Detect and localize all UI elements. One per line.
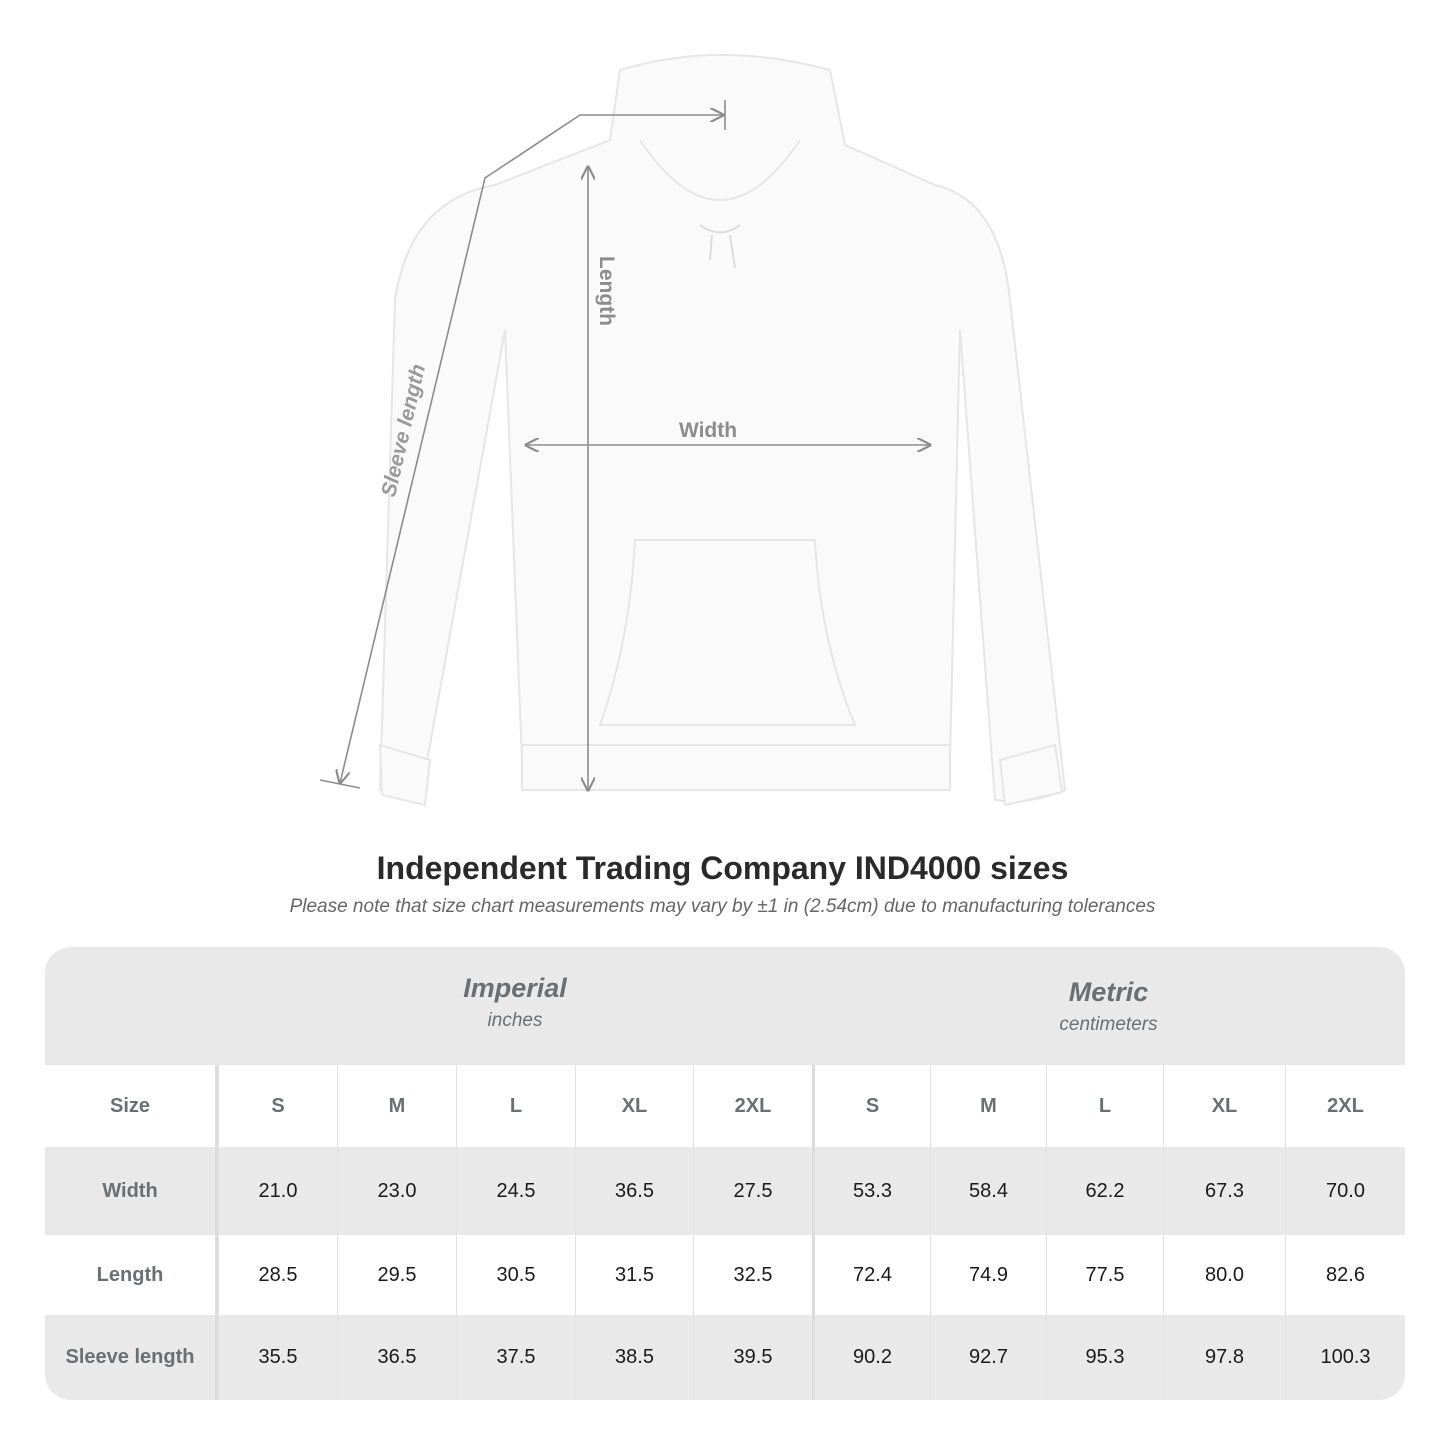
page-title: Independent Trading Company IND4000 size… xyxy=(376,850,1069,886)
table-header: Imperial inches Metric centimeters xyxy=(45,947,1405,1065)
imperial-size-header: 2XL xyxy=(693,1065,812,1147)
imperial-size-header: S xyxy=(218,1065,337,1147)
metric-value-cell: 95.3 xyxy=(1046,1315,1163,1400)
size-header-row: Size S M L XL 2XL S M L XL 2XL xyxy=(45,1065,1405,1147)
imperial-value-cell: 36.5 xyxy=(337,1315,456,1400)
measurement-lines xyxy=(319,100,930,790)
metric-unit: centimeters xyxy=(1059,1014,1158,1035)
metric-group-header: Metric centimeters xyxy=(812,947,1405,1065)
metric-size-header: 2XL xyxy=(1285,1065,1405,1147)
metric-value-cell: 58.4 xyxy=(930,1147,1046,1235)
row-label: Sleeve length xyxy=(45,1315,218,1400)
length-label: Length xyxy=(595,256,618,326)
imperial-value-cell: 37.5 xyxy=(456,1315,575,1400)
imperial-value-cell: 35.5 xyxy=(218,1315,337,1400)
metric-size-header: XL xyxy=(1163,1065,1285,1147)
metric-value-cell: 100.3 xyxy=(1285,1315,1405,1400)
size-table: Imperial inches Metric centimeters Size S… xyxy=(45,947,1405,1400)
width-label: Width xyxy=(679,419,737,442)
metric-value-cell: 92.7 xyxy=(930,1315,1046,1400)
imperial-label: Imperial xyxy=(463,973,567,1003)
imperial-size-header: L xyxy=(456,1065,575,1147)
metric-value-cell: 74.9 xyxy=(930,1235,1046,1315)
imperial-value-cell: 38.5 xyxy=(575,1315,693,1400)
metric-value-cell: 72.4 xyxy=(812,1235,930,1315)
metric-size-header: M xyxy=(930,1065,1046,1147)
metric-value-cell: 53.3 xyxy=(812,1147,930,1235)
table-row: Sleeve length 35.5 36.5 37.5 38.5 39.5 90.2 92.… xyxy=(45,1315,1405,1400)
imperial-value-cell: 29.5 xyxy=(337,1235,456,1315)
imperial-value-cell: 39.5 xyxy=(693,1315,812,1400)
metric-size-header: S xyxy=(812,1065,930,1147)
imperial-unit: inches xyxy=(487,1010,543,1031)
imperial-value-cell: 30.5 xyxy=(456,1235,575,1315)
hoodie-illustration xyxy=(378,54,1067,807)
size-column-label: Size xyxy=(45,1065,218,1147)
row-label: Width xyxy=(45,1147,218,1235)
row-label: Length xyxy=(45,1235,218,1315)
metric-size-header: L xyxy=(1046,1065,1163,1147)
metric-label: Metric xyxy=(1068,977,1149,1007)
imperial-value-cell: 27.5 xyxy=(693,1147,812,1235)
imperial-value-cell: 23.0 xyxy=(337,1147,456,1235)
metric-value-cell: 82.6 xyxy=(1285,1235,1405,1315)
imperial-value-cell: 32.5 xyxy=(693,1235,812,1315)
imperial-value-cell: 21.0 xyxy=(218,1147,337,1235)
imperial-value-cell: 36.5 xyxy=(575,1147,693,1235)
hoodie-measurement-diagram: Length Width Sleeve length xyxy=(319,54,1067,807)
imperial-value-cell: 31.5 xyxy=(575,1235,693,1315)
imperial-group-header: Imperial inches xyxy=(218,947,812,1065)
imperial-value-cell: 24.5 xyxy=(456,1147,575,1235)
imperial-value-cell: 28.5 xyxy=(218,1235,337,1315)
metric-value-cell: 77.5 xyxy=(1046,1235,1163,1315)
table-row: Width 21.0 23.0 24.5 36.5 27.5 53.3 58.4 62.2 67.… xyxy=(45,1147,1405,1235)
metric-value-cell: 90.2 xyxy=(812,1315,930,1400)
tolerance-note: Please note that size chart measurements… xyxy=(289,896,1156,917)
metric-value-cell: 80.0 xyxy=(1163,1235,1285,1315)
metric-value-cell: 97.8 xyxy=(1163,1315,1285,1400)
imperial-size-header: XL xyxy=(575,1065,693,1147)
metric-value-cell: 70.0 xyxy=(1285,1147,1405,1235)
table-row: Length 28.5 29.5 30.5 31.5 32.5 72.4 74.9 77.5 80… xyxy=(45,1235,1405,1315)
imperial-size-header: M xyxy=(337,1065,456,1147)
metric-value-cell: 62.2 xyxy=(1046,1147,1163,1235)
metric-value-cell: 67.3 xyxy=(1163,1147,1285,1235)
